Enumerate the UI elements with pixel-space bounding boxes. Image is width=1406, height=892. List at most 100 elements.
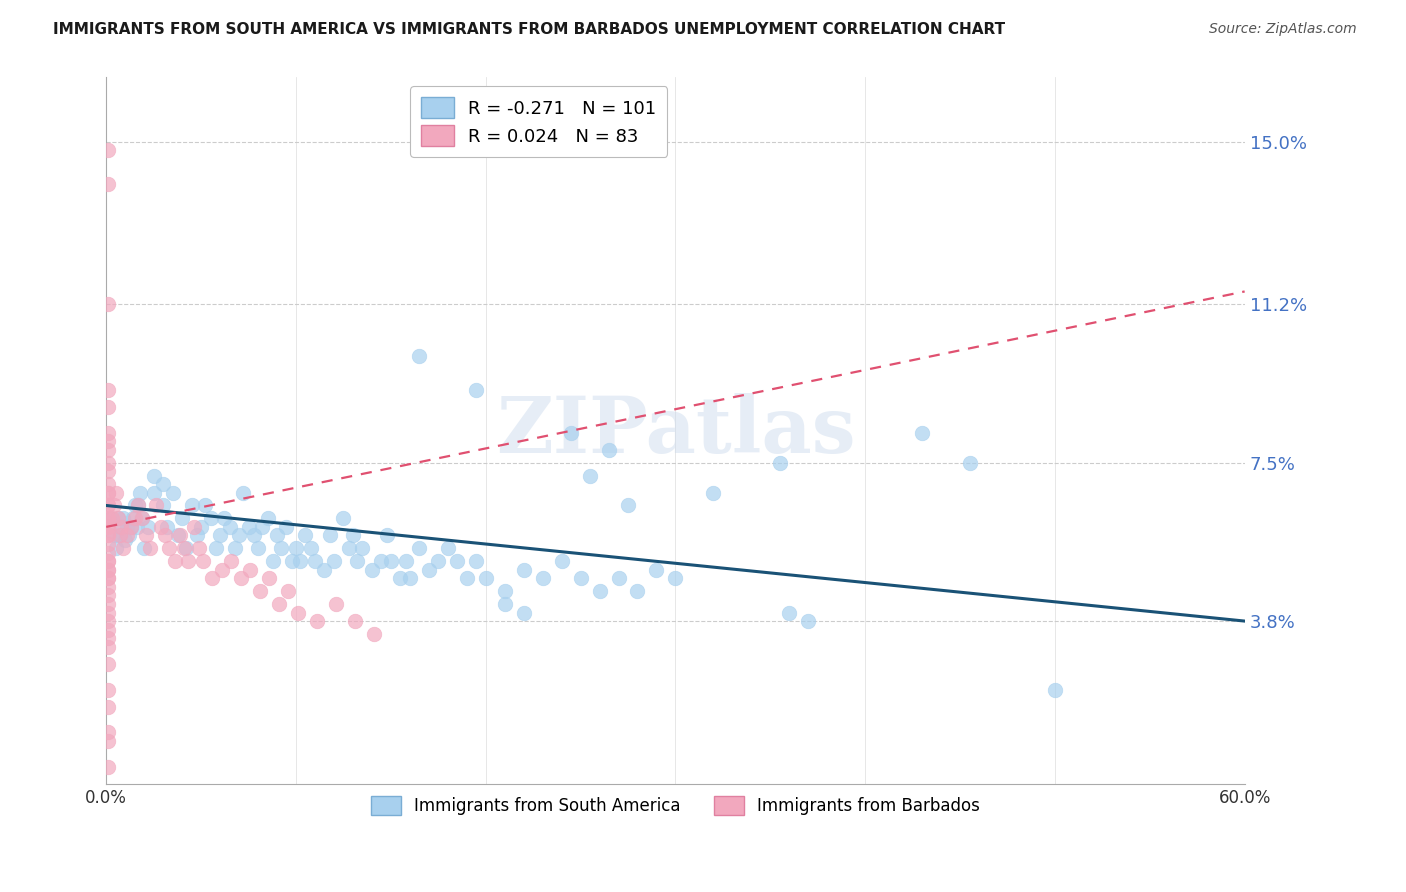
Point bbox=[256, 511, 278, 525]
Point bbox=[153, 528, 176, 542]
Y-axis label: Unemployment: Unemployment bbox=[0, 367, 8, 494]
Point bbox=[120, 520, 142, 534]
Point bbox=[97, 734, 120, 748]
Point bbox=[97, 588, 120, 602]
Point bbox=[128, 499, 150, 513]
Point bbox=[337, 541, 360, 556]
Point bbox=[97, 511, 120, 525]
Point bbox=[163, 554, 186, 568]
Point bbox=[124, 511, 146, 525]
Point bbox=[136, 520, 159, 534]
Point bbox=[465, 383, 488, 397]
Point bbox=[277, 584, 299, 599]
Point bbox=[211, 563, 233, 577]
Point bbox=[436, 541, 458, 556]
Point bbox=[135, 528, 157, 542]
Point bbox=[156, 520, 179, 534]
Point bbox=[418, 563, 440, 577]
Point bbox=[325, 597, 347, 611]
Point bbox=[174, 541, 197, 556]
Point bbox=[288, 554, 311, 568]
Point bbox=[129, 485, 152, 500]
Point bbox=[395, 554, 418, 568]
Point bbox=[249, 584, 271, 599]
Point bbox=[134, 541, 156, 556]
Point bbox=[104, 485, 127, 500]
Point bbox=[97, 499, 120, 513]
Point bbox=[97, 383, 120, 397]
Point bbox=[512, 606, 534, 620]
Point bbox=[104, 541, 127, 556]
Point bbox=[97, 699, 120, 714]
Point bbox=[110, 520, 132, 534]
Point bbox=[259, 571, 281, 585]
Point bbox=[221, 554, 243, 568]
Point bbox=[97, 537, 120, 551]
Point bbox=[531, 571, 554, 585]
Point bbox=[1043, 682, 1066, 697]
Point bbox=[959, 456, 981, 470]
Point bbox=[107, 511, 129, 525]
Point bbox=[569, 571, 592, 585]
Point bbox=[131, 511, 153, 525]
Point bbox=[121, 511, 143, 525]
Text: Source: ZipAtlas.com: Source: ZipAtlas.com bbox=[1209, 22, 1357, 37]
Point bbox=[97, 631, 120, 645]
Point bbox=[97, 580, 120, 594]
Point bbox=[346, 554, 368, 568]
Point bbox=[363, 627, 385, 641]
Point bbox=[247, 541, 270, 556]
Point bbox=[250, 520, 273, 534]
Point bbox=[645, 563, 668, 577]
Point bbox=[229, 571, 252, 585]
Point bbox=[343, 614, 366, 628]
Point bbox=[205, 541, 228, 556]
Point bbox=[267, 597, 290, 611]
Point bbox=[110, 520, 132, 534]
Point bbox=[157, 541, 180, 556]
Point bbox=[97, 606, 120, 620]
Point bbox=[512, 563, 534, 577]
Point bbox=[305, 614, 328, 628]
Point bbox=[128, 499, 150, 513]
Point bbox=[778, 606, 800, 620]
Point bbox=[125, 520, 148, 534]
Point bbox=[200, 511, 222, 525]
Point bbox=[97, 499, 120, 513]
Point bbox=[474, 571, 496, 585]
Point bbox=[124, 499, 146, 513]
Point bbox=[294, 528, 316, 542]
Point bbox=[172, 511, 194, 525]
Point bbox=[299, 541, 322, 556]
Point bbox=[224, 541, 246, 556]
Point bbox=[97, 571, 120, 585]
Point bbox=[97, 400, 120, 414]
Point bbox=[243, 528, 266, 542]
Point bbox=[186, 528, 208, 542]
Point bbox=[97, 456, 120, 470]
Point bbox=[97, 725, 120, 739]
Point bbox=[380, 554, 402, 568]
Point bbox=[238, 520, 260, 534]
Point bbox=[494, 584, 516, 599]
Point bbox=[97, 597, 120, 611]
Point bbox=[97, 563, 120, 577]
Point bbox=[115, 520, 138, 534]
Point bbox=[142, 485, 165, 500]
Point bbox=[201, 571, 224, 585]
Point bbox=[281, 554, 304, 568]
Point bbox=[97, 143, 120, 157]
Point bbox=[97, 563, 120, 577]
Point bbox=[118, 528, 141, 542]
Point bbox=[797, 614, 820, 628]
Point bbox=[588, 584, 610, 599]
Point bbox=[150, 520, 173, 534]
Point bbox=[360, 563, 382, 577]
Point bbox=[332, 511, 354, 525]
Point bbox=[262, 554, 284, 568]
Point bbox=[103, 499, 125, 513]
Text: IMMIGRANTS FROM SOUTH AMERICA VS IMMIGRANTS FROM BARBADOS UNEMPLOYMENT CORRELATI: IMMIGRANTS FROM SOUTH AMERICA VS IMMIGRA… bbox=[53, 22, 1005, 37]
Point bbox=[194, 499, 217, 513]
Point bbox=[115, 528, 138, 542]
Point bbox=[769, 456, 792, 470]
